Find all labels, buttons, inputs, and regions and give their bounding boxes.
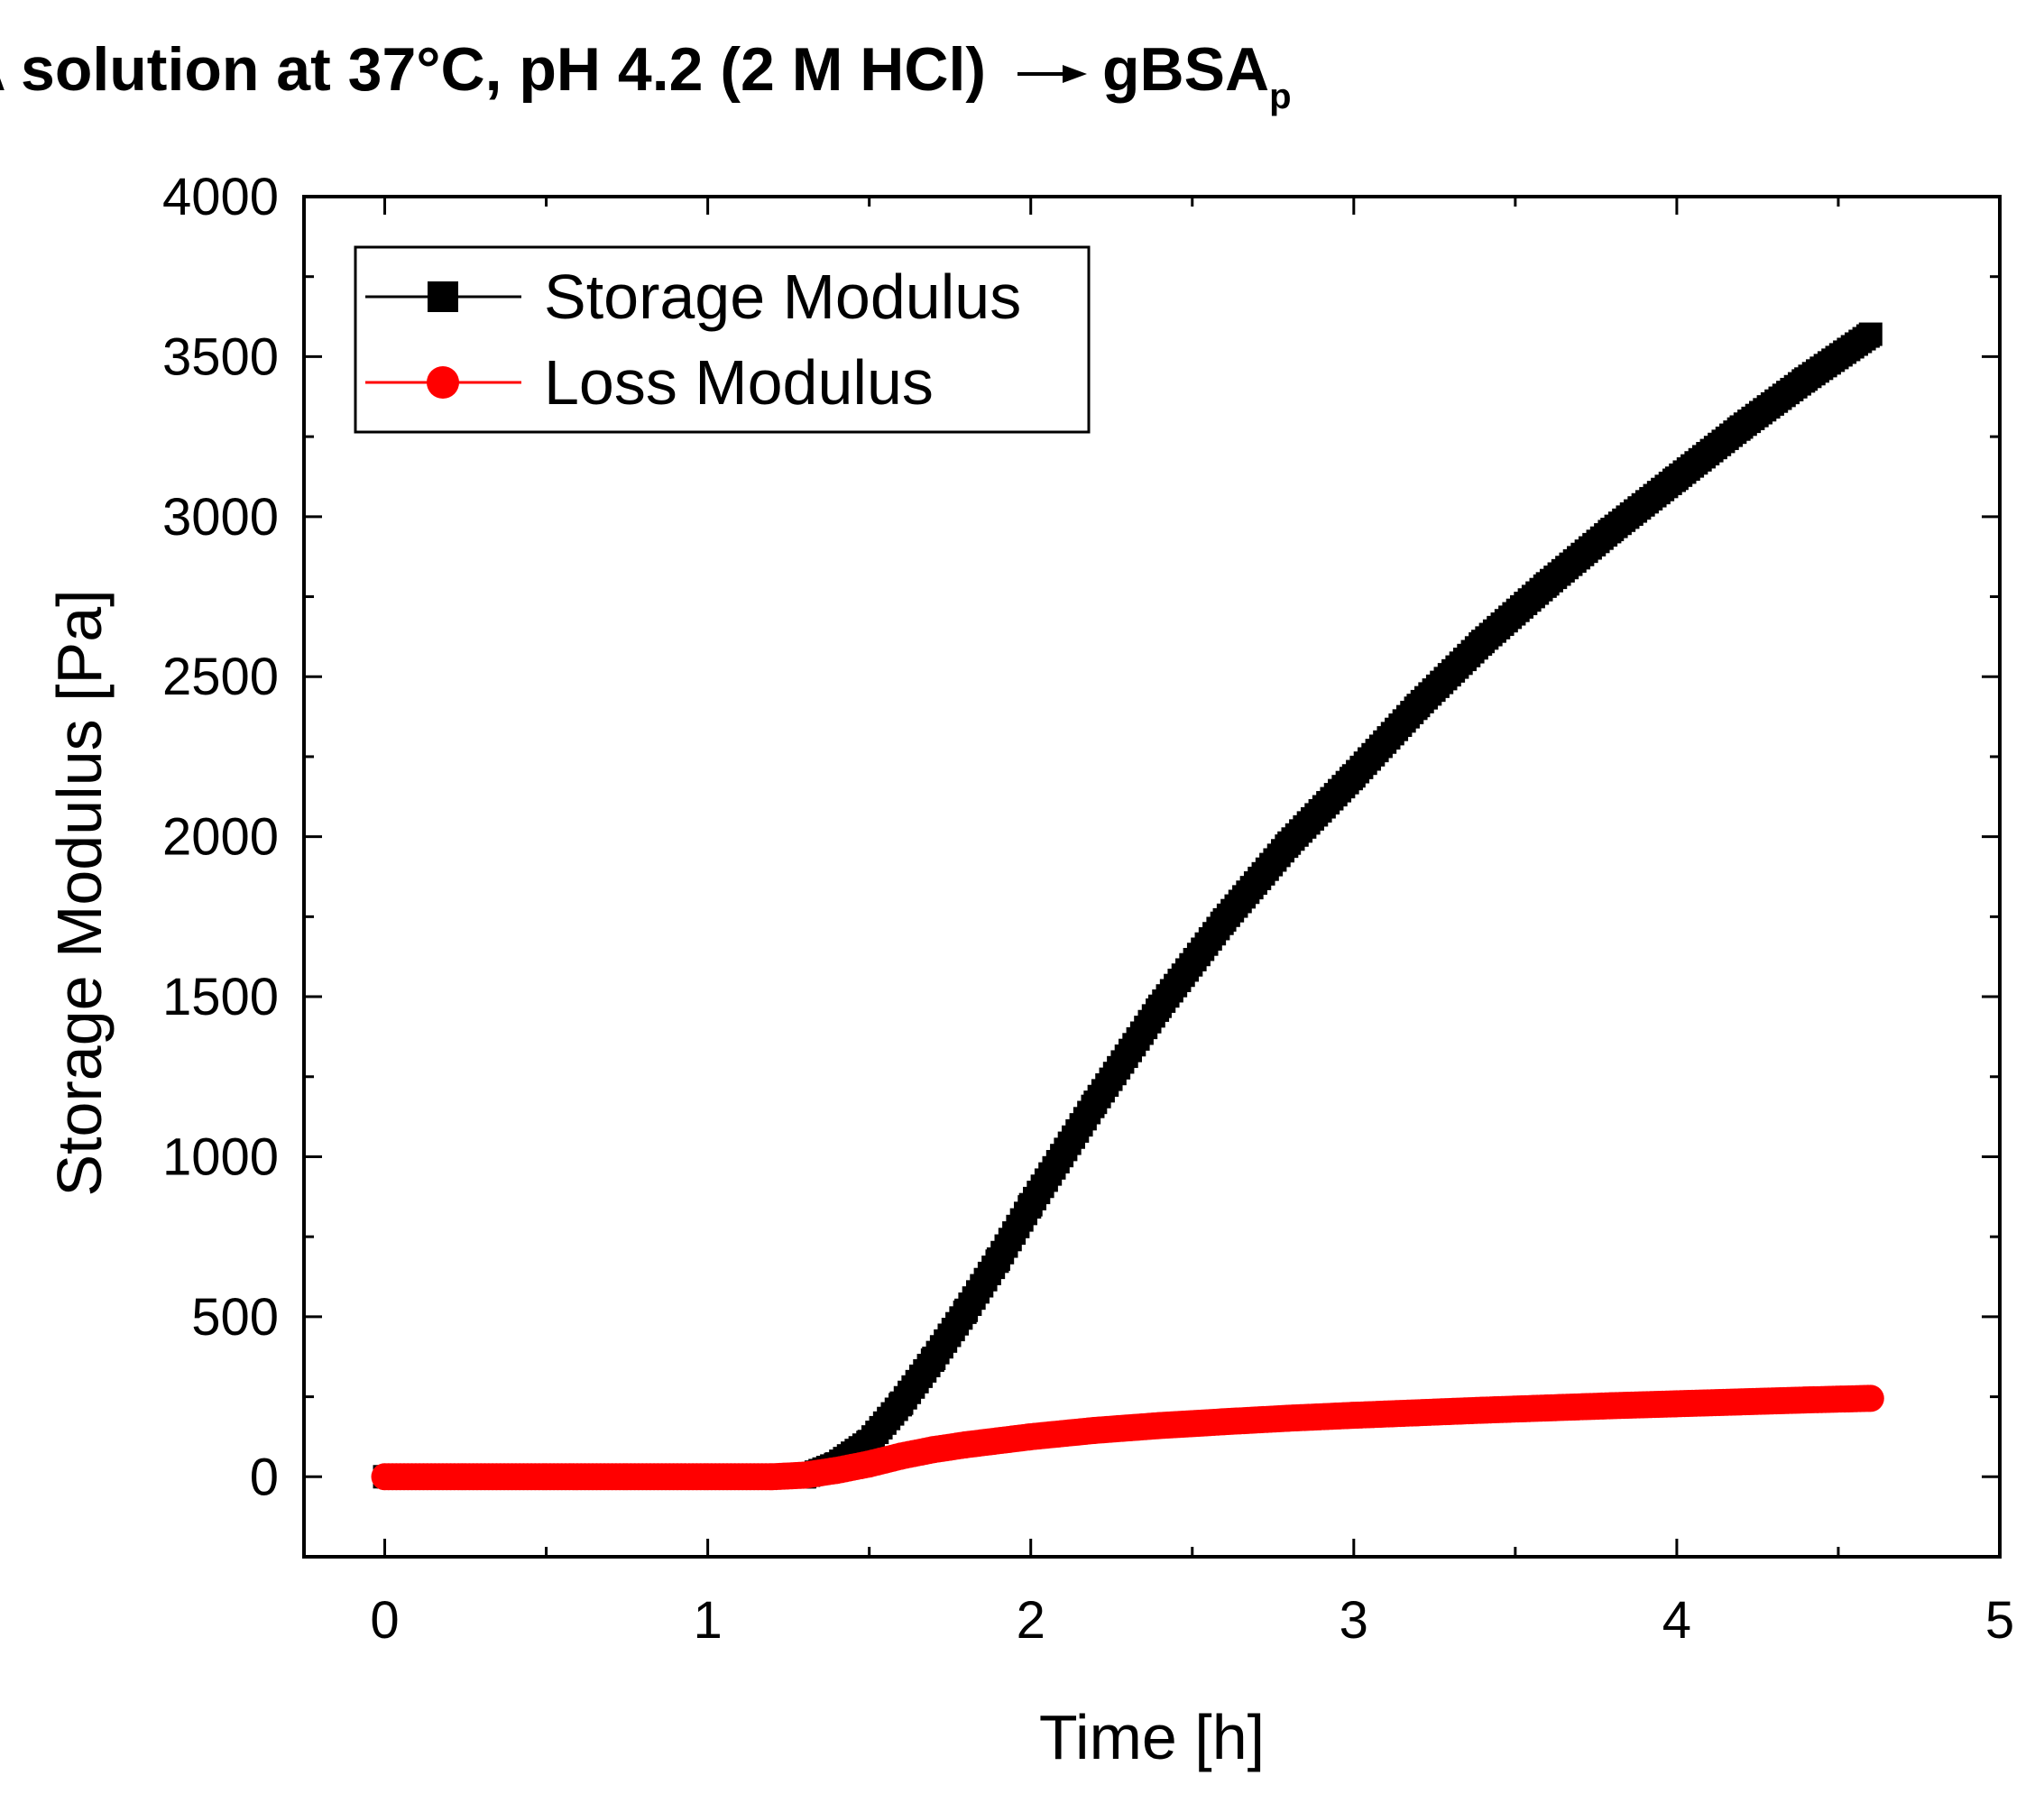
y-tick-label: 1500 — [162, 968, 279, 1026]
legend-marker-circle — [427, 366, 459, 399]
legend-marker-square — [428, 281, 458, 312]
legend-item-storage: Storage Modulus — [365, 262, 1021, 332]
plot-frame — [302, 195, 2002, 1559]
x-tick-label: 1 — [693, 1591, 722, 1650]
y-tick-label: 500 — [191, 1288, 279, 1347]
legend-item-loss: Loss Modulus — [365, 347, 934, 418]
y-axis-ticks: 0 500 1000 1500 2000 2500 3000 3500 4000 — [162, 168, 2000, 1506]
y-tick-label: 3500 — [162, 327, 279, 386]
series-loss-modulus — [371, 1384, 1884, 1491]
legend-label-storage: Storage Modulus — [544, 262, 1021, 332]
title-suffix-subscript: p — [1269, 77, 1291, 116]
y-tick-label: 3000 — [162, 488, 279, 547]
x-axis-ticks: 0 1 2 3 4 5 — [370, 197, 2014, 1650]
title-arrow-head — [1063, 65, 1087, 83]
x-tick-label: 5 — [1985, 1591, 2014, 1650]
y-tick-label: 2500 — [162, 648, 279, 706]
x-tick-label: 4 — [1662, 1591, 1691, 1650]
series-storage-modulus — [373, 322, 1883, 1489]
chart-title: BSA solution at 37°C, pH 4.2 (2 M HCl) g… — [0, 35, 1292, 116]
x-axis-label: Time [h] — [1039, 1702, 1265, 1772]
y-tick-label: 4000 — [162, 168, 279, 226]
loss-modulus-point — [1856, 1384, 1884, 1412]
chart-title-suffix: gBSAp — [1102, 35, 1292, 116]
legend-box — [354, 245, 1091, 434]
legend: Storage Modulus Loss Modulus — [354, 245, 1091, 434]
y-tick-label: 2000 — [162, 808, 279, 867]
y-tick-label: 0 — [250, 1448, 279, 1506]
chart-title-text: BSA solution at 37°C, pH 4.2 (2 M HCl) — [0, 35, 986, 104]
x-tick-label: 3 — [1340, 1591, 1368, 1650]
storage-modulus-point — [1858, 322, 1883, 346]
y-tick-label: 1000 — [162, 1127, 279, 1186]
y-axis-label: Storage Modulus [Pa] — [44, 589, 115, 1196]
title-suffix-main: gBSA — [1102, 35, 1269, 104]
x-tick-label: 0 — [370, 1591, 399, 1650]
x-tick-label: 2 — [1017, 1591, 1045, 1650]
legend-label-loss: Loss Modulus — [544, 347, 934, 418]
